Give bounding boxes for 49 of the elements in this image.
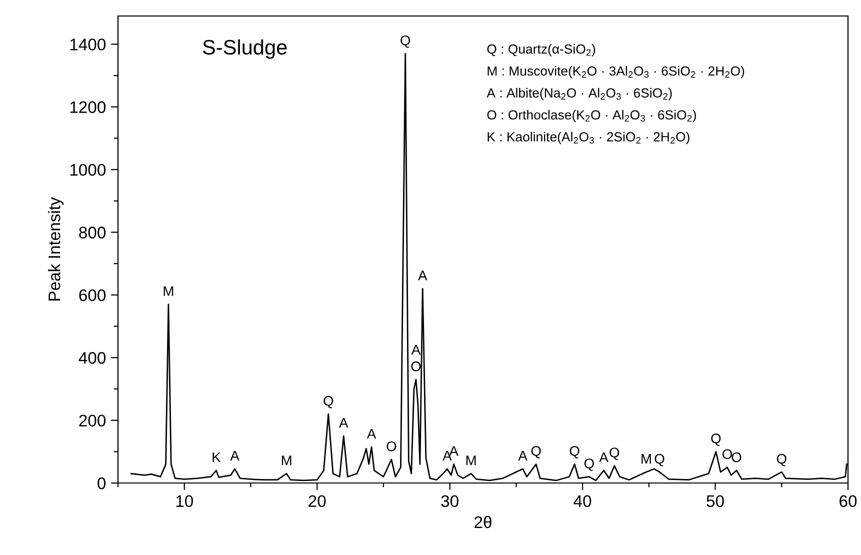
annotation: A [599,452,608,462]
annotation: A [418,270,428,280]
y-tick-label: 600 [79,289,106,302]
y-tick-label: 400 [78,352,106,364]
annotation: Q : Quartz(α-SiO$_{2}$) [487,44,596,56]
x-tick-label: 10 [176,495,193,508]
y-tick-label: 200 [79,414,106,427]
y-tick-label: 1000 [70,164,106,176]
text: S-Sludge [202,39,287,59]
x-tick-label: 30 [441,495,458,508]
annotation: M [466,456,476,466]
annotation: M [164,286,174,296]
annotation: Q [400,35,410,48]
text: A : Albite(Na$_{2}$O · Al$_{2}$O$_{3}$ · 6SiO$_{2}$) [486,88,672,100]
x-tick-label: 20 [308,495,326,508]
y-tick-label: 1200 [70,101,106,114]
annotation: A [411,344,421,354]
y-tick-label: 800 [79,226,106,238]
y-axis-title: Peak Intensity [48,197,64,300]
annotation: Q [654,454,664,466]
x-tick-label: 50 [706,495,724,508]
annotation: A [230,450,240,460]
x-tick-label: 60 [840,495,857,508]
y-tick-label: 1400 [70,38,106,50]
annotation: M [282,456,292,466]
annotation: Q [324,396,334,408]
annotation: Q [584,458,594,471]
annotation: O [386,441,396,452]
annotation: O [732,452,742,462]
annotation: M [642,454,651,464]
x-axis-title: 2θ [474,516,492,528]
annotation: A [366,428,376,439]
text: M : Muscovite(K$_{2}$O · 3Al$_{2}$O$_{3}$ · 6SiO$_{2}$ · 2H$_{2}$O) [488,66,744,78]
annotation: Q [610,448,620,460]
text: K : Kaolinite(Al$_{2}$O$_{3}$ · 2SiO$_{2}$ · 2H$_{2}$O) [488,132,690,144]
x-tick-label: 40 [574,495,592,508]
text: O : Orthoclase(K$_{2}$O · Al$_{2}$O$_{3}$ · 6SiO$_{2}$) [487,110,696,122]
annotation: O [722,449,732,460]
annotation: O [411,361,421,372]
annotation: A [518,450,528,460]
annotation: A [339,418,348,428]
y-tick-label: 0 [98,477,106,490]
annotation: Q [531,446,541,458]
annotation: K [212,452,221,462]
annotation: A [442,450,452,460]
annotation: Q [570,446,580,458]
annotation: Q [711,434,721,446]
annotation: A [449,446,458,456]
annotation: Q [776,454,786,466]
